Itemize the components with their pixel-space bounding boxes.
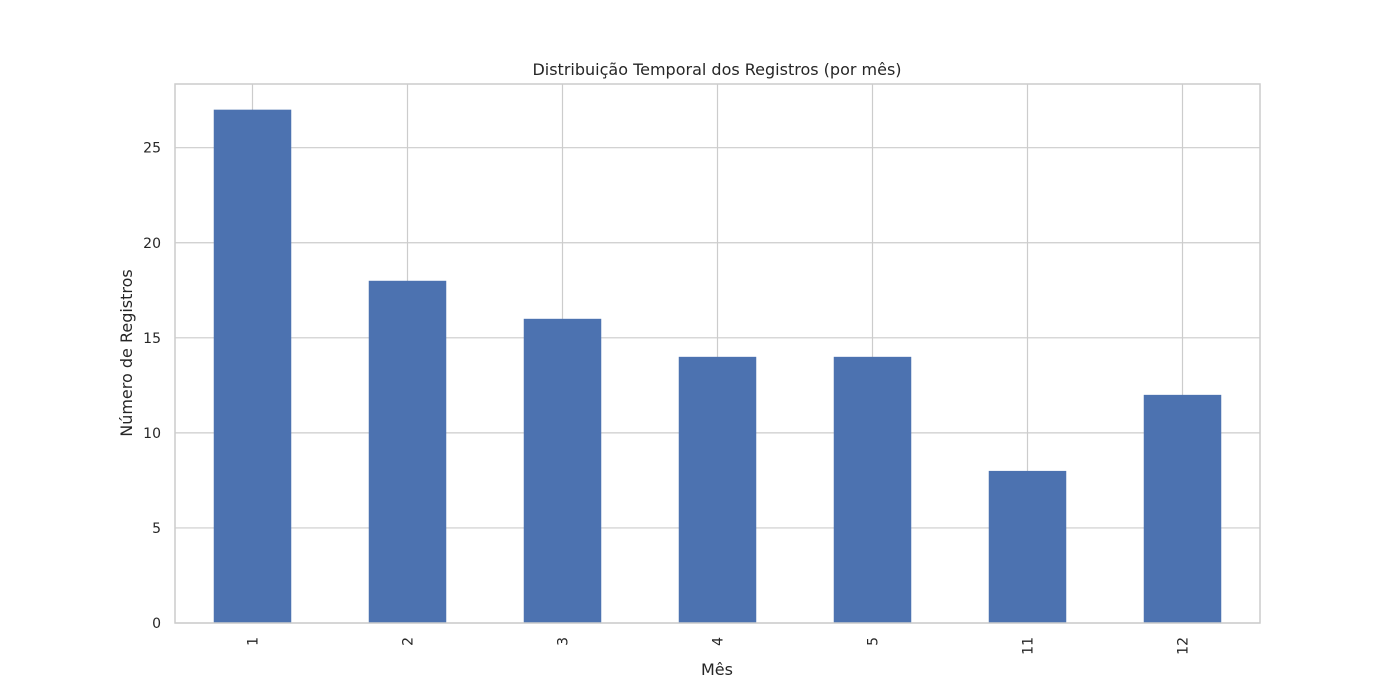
- plot-frame: [174, 83, 1261, 624]
- x-tick-label: 5: [866, 637, 882, 646]
- x-tick-label: 11: [1021, 637, 1037, 655]
- x-tick-label: 12: [1176, 637, 1192, 655]
- y-tick-label: 5: [152, 521, 161, 537]
- x-tick-label: 2: [401, 637, 417, 646]
- y-tick-label: 25: [143, 141, 161, 157]
- chart-title: Distribuição Temporal dos Registros (por…: [532, 60, 901, 79]
- x-tick-label: 1: [246, 637, 262, 646]
- bar-11: [988, 470, 1067, 623]
- y-axis-ticks: 0 5 10 15 20 25: [143, 141, 161, 632]
- y-tick-label: 15: [143, 331, 161, 347]
- bar-5: [833, 356, 912, 623]
- y-axis-label: Número de Registros: [117, 269, 136, 437]
- y-tick-label: 0: [152, 616, 161, 632]
- bar-3: [523, 318, 602, 623]
- x-axis-label: Mês: [701, 660, 733, 679]
- bar-12: [1143, 394, 1222, 623]
- bar-2: [368, 280, 447, 623]
- x-axis-ticks: 1 2 3 4 5 11 12: [246, 637, 1192, 655]
- x-tick-label: 3: [556, 637, 572, 646]
- bars: [213, 109, 1222, 623]
- y-tick-label: 20: [143, 236, 161, 252]
- x-tick-label: 4: [711, 637, 727, 646]
- bar-4: [678, 356, 757, 623]
- bar-1: [213, 109, 292, 623]
- y-tick-label: 10: [143, 426, 161, 442]
